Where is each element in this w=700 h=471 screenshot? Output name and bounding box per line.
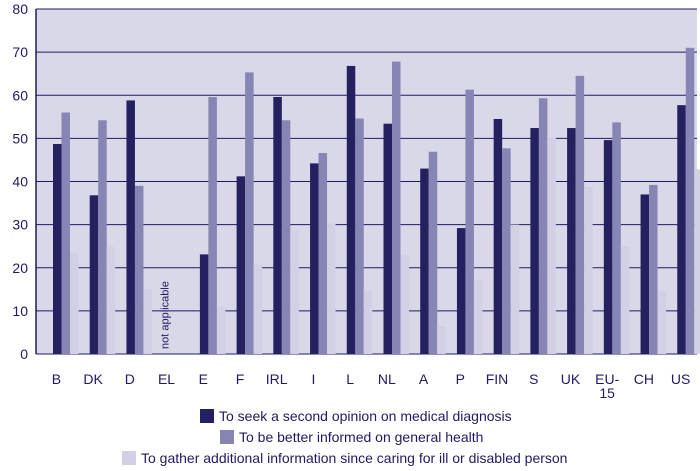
category-label: IRL — [266, 371, 288, 387]
y-tick-label: 20 — [12, 260, 28, 276]
bar-NL-series-1 — [383, 123, 392, 355]
y-tick-label: 40 — [12, 174, 28, 190]
bar-EU-15-series-1 — [603, 140, 613, 354]
category-label: E — [199, 371, 208, 387]
bar-F-series-2 — [245, 72, 254, 355]
category-label: A — [419, 371, 429, 387]
bar-F-series-3 — [253, 264, 263, 354]
legend: To seek a second opinion on medical diag… — [122, 408, 567, 466]
bar-D-series-3 — [143, 288, 152, 354]
bar-DK-series-3 — [106, 247, 116, 354]
category-label: DK — [83, 371, 103, 387]
category-label: I — [311, 371, 315, 387]
annotations: not applicable — [160, 281, 172, 349]
bar-L-series-1 — [346, 65, 356, 355]
category-label: B — [52, 371, 61, 387]
y-tick-label: 10 — [12, 303, 28, 319]
bar-NL-series-3 — [400, 255, 409, 354]
bar-FIN-series-2 — [502, 148, 511, 354]
category-label: CH — [634, 371, 654, 387]
bar-CH-series-3 — [657, 290, 667, 354]
category-label: EU-15 — [595, 371, 619, 401]
y-tick-label: 70 — [12, 44, 28, 60]
category-label: EL — [158, 371, 175, 387]
bar-IRL-series-1 — [273, 96, 282, 354]
bar-B-series-1 — [53, 143, 62, 354]
bar-DK-series-1 — [89, 195, 99, 354]
y-tick-label: 30 — [12, 217, 28, 233]
bar-US-series-3 — [694, 169, 700, 354]
legend-swatch — [220, 430, 234, 444]
bar-D-series-2 — [134, 185, 144, 354]
legend-label: To seek a second opinion on medical diag… — [219, 408, 512, 424]
category-label: UK — [561, 371, 581, 387]
y-tick-label: 80 — [12, 1, 28, 17]
bar-I-series-3 — [327, 223, 336, 354]
bar-IRL-series-2 — [281, 120, 291, 354]
category-label: P — [456, 371, 465, 387]
bar-P-series-2 — [465, 89, 474, 355]
category-label: F — [236, 371, 245, 387]
bar-UK-series-2 — [575, 75, 585, 354]
bar-EU-15-series-3 — [620, 246, 630, 354]
category-label: S — [529, 371, 538, 387]
y-tick-label: 60 — [12, 87, 28, 103]
bar-B-series-2 — [61, 112, 70, 354]
bar-L-series-3 — [363, 289, 373, 354]
bar-FIN-series-3 — [510, 224, 520, 354]
bar-E-series-2 — [208, 96, 217, 354]
bar-P-series-3 — [473, 279, 483, 354]
not-applicable-annotation: not applicable — [160, 281, 172, 349]
category-label: US — [671, 371, 690, 387]
bar-US-series-2 — [685, 47, 695, 354]
bar-CH-series-2 — [649, 184, 658, 354]
category-label: NL — [378, 371, 396, 387]
bar-A-series-3 — [437, 325, 446, 354]
bar-I-series-2 — [318, 153, 328, 354]
bar-I-series-1 — [310, 163, 319, 354]
y-tick-label: 50 — [12, 130, 28, 146]
bar-FIN-series-1 — [493, 118, 503, 354]
bar-CH-series-1 — [640, 194, 650, 354]
bar-DK-series-2 — [98, 120, 107, 354]
bar-E-series-1 — [199, 254, 209, 354]
bar-P-series-1 — [456, 228, 466, 354]
category-label: FIN — [486, 371, 509, 387]
bar-UK-series-1 — [567, 128, 576, 354]
bar-S-series-3 — [547, 137, 556, 354]
bar-NL-series-2 — [392, 61, 401, 355]
category-label: L — [346, 371, 354, 387]
y-axis: 0 10 20 30 40 50 60 70 80 — [12, 1, 37, 362]
bar-US-series-1 — [677, 105, 686, 354]
bar-L-series-2 — [355, 118, 364, 354]
bar-UK-series-3 — [584, 187, 593, 354]
bar-A-series-1 — [420, 168, 429, 354]
bar-E-series-3 — [216, 306, 226, 354]
bar-S-series-1 — [530, 128, 539, 354]
bar-F-series-1 — [236, 176, 246, 354]
bar-S-series-2 — [538, 98, 548, 354]
bar-EU-15-series-2 — [612, 122, 621, 354]
x-axis: B DK D EL E F IRL I L NL A P FIN S UK EU-15 CH US — [52, 371, 691, 401]
bar-IRL-series-3 — [290, 230, 299, 354]
y-tick-label: 0 — [20, 346, 28, 362]
legend-label: To be better informed on general health — [239, 429, 483, 445]
legend-swatch — [200, 409, 214, 423]
legend-label: To gather additional information since c… — [141, 450, 567, 466]
category-label: D — [125, 371, 135, 387]
bar-A-series-2 — [428, 151, 438, 354]
bar-D-series-1 — [126, 100, 135, 354]
bars — [53, 47, 700, 355]
bar-B-series-3 — [70, 253, 79, 354]
legend-swatch — [122, 451, 136, 465]
